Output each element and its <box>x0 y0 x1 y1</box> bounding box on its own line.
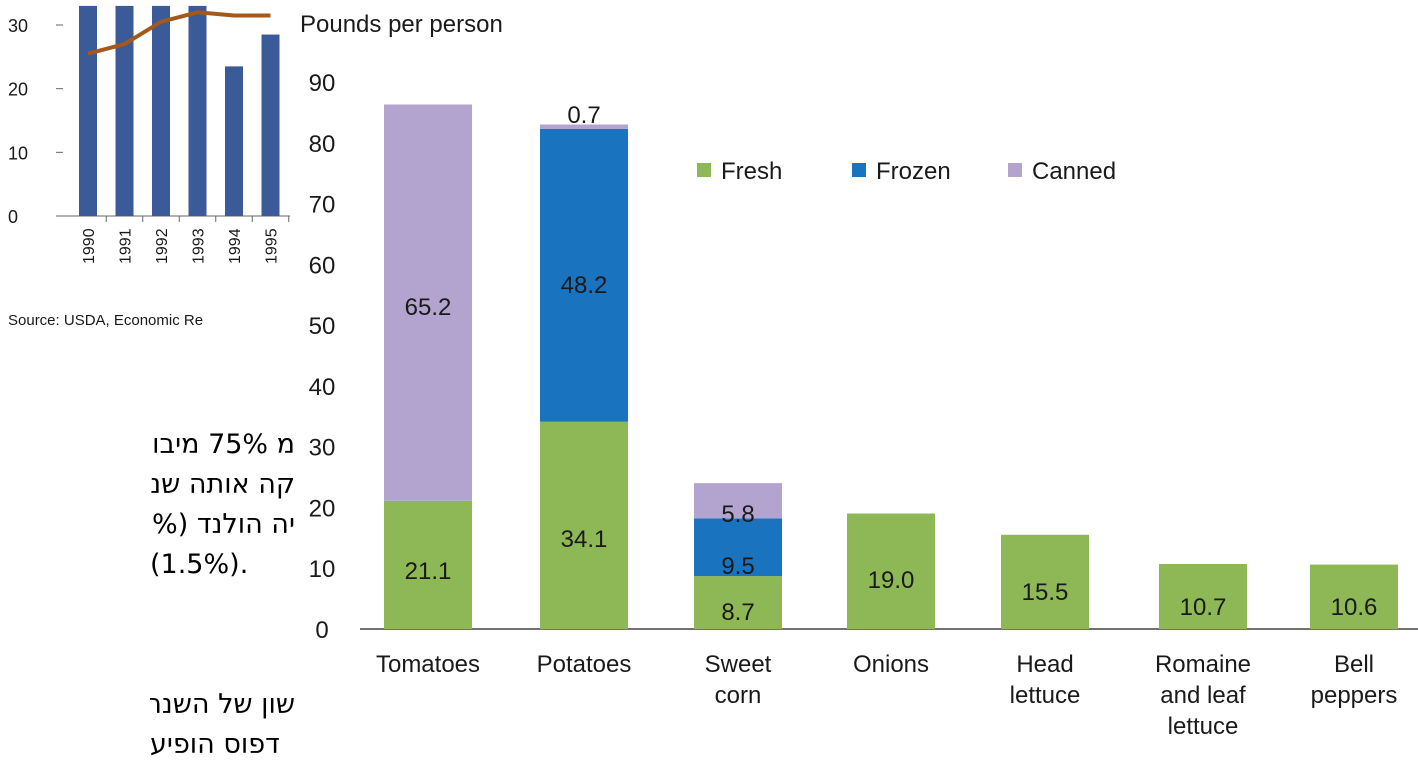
text-line: שון של השנה, <box>150 689 295 720</box>
text-line: מ 75% מיבוא <box>150 429 295 460</box>
y-tick-label: 50 <box>309 313 336 340</box>
bar-segment-fresh <box>540 421 628 629</box>
category-label: lettuce <box>1010 682 1081 709</box>
text-line: .(1.5%) <box>150 549 249 580</box>
chart-canvas: 0 10 20 30 1990 1991 1992 1993 1994 1995 Source: U… <box>8 5 1418 740</box>
value-label-fresh: 19.0 <box>868 567 915 594</box>
text-line: קה אותה שנה <box>150 469 295 500</box>
bar-segment-fresh <box>694 576 782 629</box>
y-tick-label: 30 <box>8 16 28 36</box>
y-tick-label: 20 <box>309 495 336 522</box>
bar-segment-fresh <box>1001 534 1089 629</box>
x-tick-label-1994: 1994 <box>227 228 244 264</box>
bar-1995 <box>261 34 280 216</box>
category-label: lettuce <box>1168 713 1239 740</box>
bar-1990 <box>79 5 97 217</box>
value-label-canned: 0.7 <box>567 102 600 129</box>
bar-segment-fresh <box>1310 564 1398 629</box>
x-tick-label-1993: 1993 <box>191 228 208 264</box>
legend-swatch-frozen <box>852 163 866 177</box>
category-label: Tomatoes <box>376 651 480 678</box>
value-label-fresh: 21.1 <box>405 558 452 585</box>
y-tick-label: 60 <box>309 252 336 279</box>
hebrew-paragraph-2: שון של השנה, דפוס הופיע <box>150 685 295 765</box>
category-label: Onions <box>853 651 929 678</box>
y-tick-label: 0 <box>315 617 328 644</box>
text-line: דפוס הופיע <box>150 729 280 760</box>
bar-segment-frozen <box>694 518 782 577</box>
category-label: Head <box>1016 651 1073 678</box>
y-axis-title: Pounds per person <box>300 11 503 38</box>
x-tick-label-1992: 1992 <box>154 228 171 264</box>
hebrew-paragraph: מ 75% מיבוא קה אותה שנה יה הולנד (3%) .(… <box>150 425 295 585</box>
category-label: peppers <box>1311 682 1398 709</box>
y-tick-label: 0 <box>8 207 18 227</box>
x-tick-label-1995: 1995 <box>264 228 281 264</box>
value-label-fresh: 15.5 <box>1022 579 1069 606</box>
value-label-frozen: 48.2 <box>561 272 608 299</box>
legend-swatch-fresh <box>697 163 711 177</box>
bar-1993 <box>188 5 207 217</box>
x-tick-label-1990: 1990 <box>81 228 98 264</box>
category-label: corn <box>715 682 762 709</box>
value-label-fresh: 10.7 <box>1180 594 1227 621</box>
category-label: Bell <box>1334 651 1374 678</box>
legend-label-canned: Canned <box>1032 158 1116 185</box>
bar-1991 <box>115 5 134 217</box>
value-label-fresh: 34.1 <box>561 526 608 553</box>
y-tick-label: 20 <box>8 80 28 100</box>
bar-segment-canned <box>694 483 782 519</box>
bar-segment-canned <box>540 124 628 129</box>
value-label-frozen: 9.5 <box>721 553 754 580</box>
category-label: Sweet <box>705 651 772 678</box>
y-tick-label: 10 <box>8 143 28 163</box>
x-tick-label-1991: 1991 <box>118 228 135 264</box>
y-tick-label: 40 <box>309 374 336 401</box>
bar-segment-fresh <box>384 500 472 629</box>
value-label-canned: 5.8 <box>721 501 754 528</box>
bar-segment-fresh <box>1159 563 1247 629</box>
value-label-fresh: 10.6 <box>1331 594 1378 621</box>
y-tick-label: 70 <box>309 192 336 219</box>
category-label: Romaine <box>1155 651 1251 678</box>
bar-1994 <box>225 66 243 216</box>
y-tick-label: 10 <box>309 556 336 583</box>
legend-swatch-canned <box>1008 163 1022 177</box>
bar-segment-frozen <box>540 128 628 422</box>
bar-segment-canned <box>384 104 472 501</box>
y-tick-label: 30 <box>309 435 336 462</box>
category-label: and leaf <box>1160 682 1246 709</box>
legend-label-frozen: Frozen <box>876 158 951 185</box>
y-tick-label: 80 <box>309 131 336 158</box>
y-tick-label: 90 <box>309 70 336 97</box>
bar-1992 <box>152 5 170 217</box>
value-label-canned: 65.2 <box>405 294 452 321</box>
bar-segment-fresh <box>847 513 935 629</box>
category-label: Potatoes <box>537 651 632 678</box>
trend-line <box>87 10 271 56</box>
text-line: יה הולנד (3%) <box>150 509 295 540</box>
value-label-fresh: 8.7 <box>721 599 754 626</box>
source-note: Source: USDA, Economic Re <box>8 312 203 329</box>
legend-label-fresh: Fresh <box>721 158 782 185</box>
